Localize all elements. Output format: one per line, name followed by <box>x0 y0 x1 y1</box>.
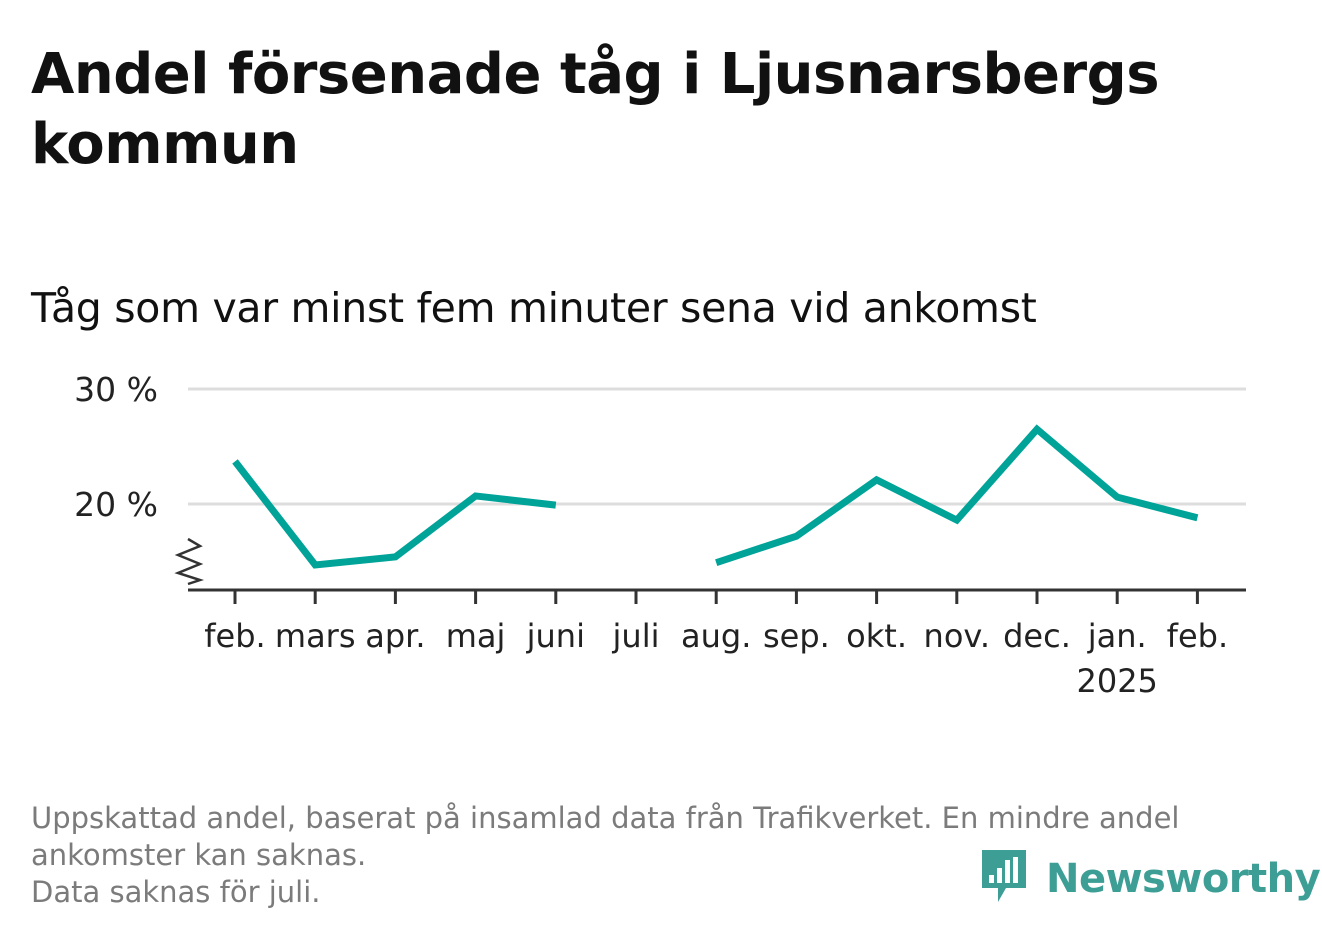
x-tick-year-label: 2025 <box>1076 662 1157 700</box>
x-tick-label: apr. <box>365 617 425 655</box>
series-lines <box>232 424 1199 569</box>
x-tick-label: feb. <box>1167 617 1228 655</box>
footer-note: Uppskattad andel, baserat på insamlad da… <box>31 801 1180 872</box>
gridlines <box>188 387 1246 506</box>
x-axis <box>174 537 1246 604</box>
x-tick-label: aug. <box>681 617 751 655</box>
chart-subtitle: Tåg som var minst fem minuter sena vid a… <box>31 284 1037 332</box>
x-tick-label: sep. <box>763 617 830 655</box>
x-tick-label: juni <box>526 617 585 655</box>
brand-name: Newsworthy <box>1046 856 1321 902</box>
y-tick-label: 20 % <box>74 485 158 524</box>
footer-missing-note: Data saknas för juli. <box>31 875 321 909</box>
x-tick-label: mars <box>275 617 356 655</box>
x-tick-label: jan. <box>1087 617 1147 655</box>
x-tick-label: dec. <box>1003 617 1071 655</box>
y-tick-label: 30 % <box>74 370 158 409</box>
series-line-segment <box>232 459 557 569</box>
chart-title: Andel försenade tåg i Ljusnarsbergs komm… <box>31 42 1160 177</box>
x-tick-label: maj <box>446 617 506 655</box>
x-tick-label: okt. <box>846 617 907 655</box>
x-tick-label: feb. <box>204 617 265 655</box>
chart-footer: Uppskattad andel, baserat på insamlad da… <box>31 800 1281 911</box>
series-line-segment <box>715 424 1199 566</box>
newsworthy-logo[interactable]: Newsworthy <box>980 848 1321 910</box>
axis-break-icon <box>174 537 205 586</box>
newsworthy-bar-chart-icon <box>982 850 1026 902</box>
x-tick-label: juli <box>612 617 660 655</box>
line-chart: 20 % 30 % feb. mars apr. maj juni juli aug. sep.… <box>74 370 1246 700</box>
x-axis-labels: feb. mars apr. maj juni juli aug. sep. okt. nov. d… <box>204 617 1228 700</box>
y-axis-labels: 20 % 30 % <box>74 370 158 524</box>
x-tick-label: nov. <box>924 617 990 655</box>
